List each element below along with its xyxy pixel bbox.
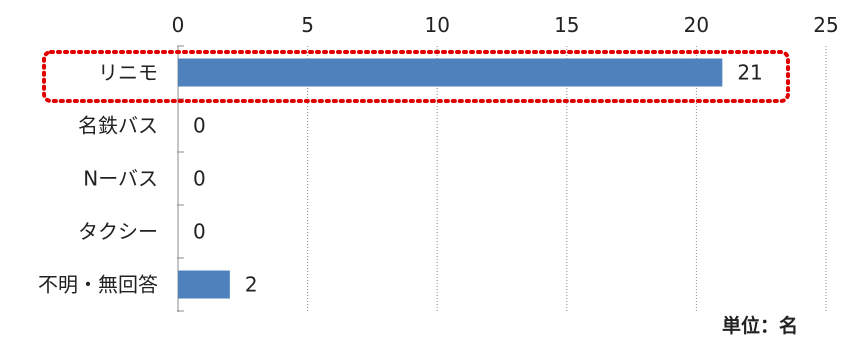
x-tick-label-0: 0 [172, 13, 185, 37]
highlight-box [42, 50, 790, 103]
highlight-layer [42, 50, 790, 103]
data-label-1: 0 [193, 114, 206, 138]
labels-layer: リニモ 21 名鉄バス 0 Nーバス 0 タクシー 0 不明・無回答 2 [38, 61, 763, 297]
bar-4 [178, 270, 230, 299]
category-label-2: Nーバス [83, 167, 158, 191]
x-tick-label-15: 15 [554, 13, 579, 37]
category-label-4: 不明・無回答 [38, 273, 158, 297]
data-label-4: 2 [245, 273, 258, 297]
x-tick-label-25: 25 [813, 13, 838, 37]
x-tick-label-20: 20 [684, 13, 709, 37]
data-label-0: 21 [737, 61, 762, 85]
data-label-2: 0 [193, 167, 206, 191]
axis-layer: 0 5 10 15 20 25 [172, 13, 839, 312]
x-tick-label-5: 5 [301, 13, 314, 37]
category-label-1: 名鉄バス [78, 114, 158, 138]
category-label-0: リニモ [98, 61, 158, 85]
data-label-3: 0 [193, 220, 206, 244]
category-label-3: タクシー [78, 220, 158, 244]
x-tick-label-10: 10 [424, 13, 449, 37]
unit-label: 単位：名 [722, 314, 798, 337]
grid-layer [307, 46, 827, 312]
bars-layer [178, 58, 723, 299]
bar-0 [178, 58, 723, 87]
